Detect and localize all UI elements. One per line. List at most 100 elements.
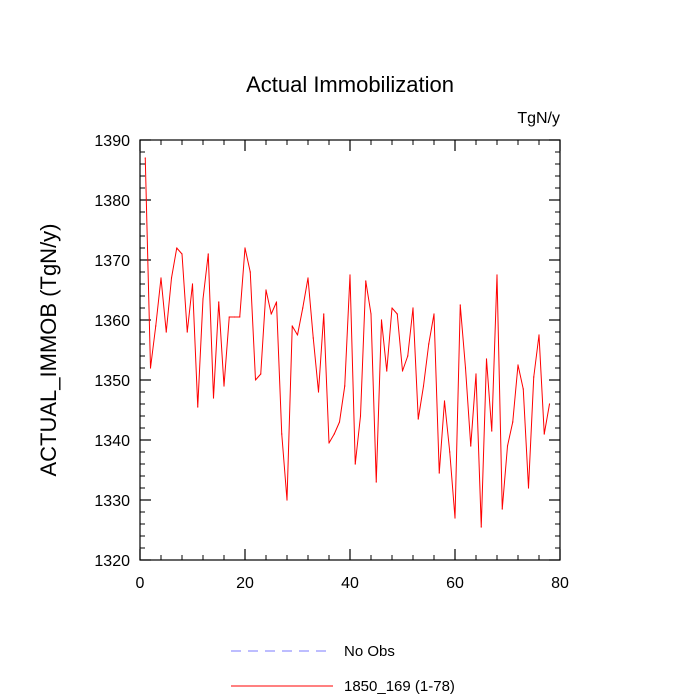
legend-label: No Obs xyxy=(344,643,395,660)
data-point xyxy=(333,433,335,435)
data-point xyxy=(417,418,419,420)
data-point xyxy=(512,421,514,423)
data-point xyxy=(239,316,241,318)
data-point xyxy=(370,313,372,315)
data-point xyxy=(422,385,425,387)
y-tick-label: 1350 xyxy=(94,373,130,390)
y-tick-label: 1340 xyxy=(94,433,130,450)
data-point xyxy=(260,373,262,375)
data-point xyxy=(270,313,272,315)
data-point xyxy=(401,370,404,372)
data-point xyxy=(359,415,362,417)
data-point xyxy=(291,325,293,327)
data-point xyxy=(548,403,551,405)
data-point xyxy=(281,433,283,435)
data-point xyxy=(496,274,498,276)
data-point xyxy=(522,388,524,390)
data-point xyxy=(249,271,251,273)
axis-ticks: 0 20 40 60 80 1320 1330 1340 1350 1360 1370 1380 139… xyxy=(94,133,569,592)
data-point xyxy=(296,334,299,336)
data-point xyxy=(365,280,367,282)
data-point xyxy=(197,406,199,408)
data-point xyxy=(538,334,540,336)
legend-label: 1850_169 (1-78) xyxy=(344,678,455,695)
data-point xyxy=(191,283,194,285)
data-point xyxy=(254,379,257,381)
y-axis-label: ACTUAL_IMMOB (TgN/y) xyxy=(36,223,61,476)
data-point xyxy=(181,253,183,255)
data-point xyxy=(165,331,167,333)
data-point xyxy=(155,325,157,327)
data-point xyxy=(275,301,278,303)
data-point xyxy=(354,463,356,465)
data-point xyxy=(449,451,451,453)
data-point xyxy=(265,289,267,291)
data-point xyxy=(485,358,488,360)
data-point xyxy=(428,343,430,345)
plot-frame xyxy=(139,139,561,561)
y-tick-label: 1320 xyxy=(94,553,130,570)
data-point xyxy=(323,313,325,315)
data-point xyxy=(459,304,461,306)
y-tick-label: 1380 xyxy=(94,193,130,210)
data-point xyxy=(228,316,230,318)
y-tick-label: 1360 xyxy=(94,313,130,330)
data-point xyxy=(149,367,152,369)
x-tick-label: 80 xyxy=(551,575,569,592)
data-point xyxy=(170,277,173,279)
data-point xyxy=(286,499,288,501)
data-point xyxy=(218,301,220,303)
data-point xyxy=(207,253,209,255)
data-point xyxy=(233,316,236,318)
data-point xyxy=(543,433,545,435)
data-point xyxy=(244,247,246,249)
data-point xyxy=(407,355,409,357)
data-point xyxy=(454,517,456,519)
series-layer xyxy=(144,157,551,528)
data-point xyxy=(349,274,351,276)
data-point xyxy=(491,430,493,432)
data-point xyxy=(344,385,346,387)
series-line xyxy=(144,157,550,528)
data-point xyxy=(386,370,388,372)
data-point xyxy=(160,277,162,279)
y-tick-label: 1370 xyxy=(94,253,130,270)
data-point xyxy=(202,298,204,300)
data-point xyxy=(433,313,435,315)
x-tick-label: 40 xyxy=(341,575,359,592)
data-point xyxy=(443,400,446,402)
units-label: TgN/y xyxy=(517,110,560,127)
data-point xyxy=(470,445,472,447)
data-point xyxy=(527,487,530,489)
data-point xyxy=(506,445,509,447)
data-point xyxy=(176,247,178,249)
data-point xyxy=(438,472,440,474)
data-point xyxy=(391,307,393,309)
x-tick-label: 0 xyxy=(136,575,145,592)
x-tick-label: 20 xyxy=(236,575,254,592)
data-point xyxy=(312,337,314,339)
data-point xyxy=(317,391,320,393)
data-point xyxy=(501,508,503,510)
data-point xyxy=(396,313,398,315)
data-point xyxy=(186,331,188,333)
data-point xyxy=(475,373,477,375)
data-point xyxy=(517,364,519,366)
data-point xyxy=(212,397,215,399)
data-point xyxy=(533,376,535,378)
data-point xyxy=(375,481,377,483)
data-point xyxy=(328,442,330,444)
data-point xyxy=(464,367,467,369)
data-point xyxy=(307,277,309,279)
data-point xyxy=(144,157,146,159)
data-point xyxy=(380,319,383,321)
data-point xyxy=(480,526,482,528)
legend: No Obs 1850_169 (1-78) xyxy=(231,643,455,695)
y-tick-label: 1390 xyxy=(94,133,130,150)
y-tick-label: 1330 xyxy=(94,493,130,510)
x-tick-label: 60 xyxy=(446,575,464,592)
data-point xyxy=(223,385,225,387)
data-point xyxy=(338,421,341,423)
data-point xyxy=(412,307,414,309)
